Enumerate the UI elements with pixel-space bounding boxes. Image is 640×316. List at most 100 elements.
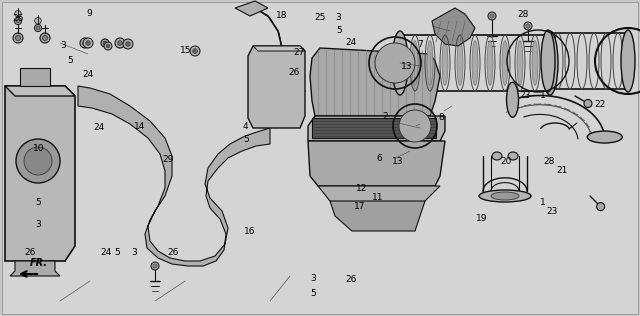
Text: 1: 1 [540, 198, 545, 207]
Polygon shape [330, 201, 425, 231]
Ellipse shape [412, 40, 418, 85]
Circle shape [488, 12, 496, 20]
Text: 23: 23 [519, 91, 531, 100]
Circle shape [524, 22, 532, 30]
Text: 13: 13 [392, 157, 404, 166]
Circle shape [125, 42, 131, 46]
Text: 24: 24 [345, 38, 356, 47]
Circle shape [106, 44, 110, 48]
Text: 27: 27 [294, 48, 305, 57]
Text: 17: 17 [354, 203, 365, 211]
Circle shape [16, 139, 60, 183]
Text: 9: 9 [87, 9, 92, 18]
Text: 11: 11 [372, 193, 383, 202]
Polygon shape [432, 8, 475, 46]
Ellipse shape [621, 30, 635, 92]
Text: 3: 3 [36, 220, 41, 229]
Text: 28: 28 [543, 157, 555, 166]
Text: 21: 21 [556, 166, 568, 175]
Text: 10: 10 [33, 144, 44, 153]
Text: 8: 8 [439, 113, 444, 122]
Text: 3: 3 [311, 274, 316, 283]
Text: 19: 19 [476, 214, 487, 222]
Text: 26: 26 [12, 15, 24, 23]
Polygon shape [10, 261, 60, 276]
Circle shape [193, 49, 197, 53]
Text: 5: 5 [68, 56, 73, 64]
Ellipse shape [506, 82, 518, 117]
Ellipse shape [442, 40, 448, 85]
Circle shape [118, 41, 122, 45]
Polygon shape [248, 46, 305, 128]
Text: 5: 5 [311, 289, 316, 298]
Text: 29: 29 [162, 155, 173, 164]
Text: 6: 6 [376, 154, 381, 163]
Ellipse shape [508, 152, 518, 160]
Text: 22: 22 [595, 100, 606, 109]
Polygon shape [312, 118, 436, 138]
Text: 25: 25 [314, 13, 326, 22]
Circle shape [104, 42, 112, 50]
Text: 24: 24 [100, 248, 111, 257]
Circle shape [15, 17, 22, 25]
Text: 5: 5 [36, 198, 41, 207]
Text: 14: 14 [134, 122, 145, 131]
Text: 15: 15 [180, 46, 191, 55]
Polygon shape [253, 46, 305, 51]
Ellipse shape [541, 30, 555, 92]
Circle shape [16, 19, 20, 23]
PathPatch shape [78, 86, 270, 266]
Polygon shape [310, 48, 440, 116]
Ellipse shape [532, 40, 538, 85]
Text: 5: 5 [244, 135, 249, 144]
Text: 26: 26 [167, 248, 179, 257]
Text: 5: 5 [115, 248, 120, 257]
Circle shape [190, 46, 200, 56]
Text: 26: 26 [289, 68, 300, 77]
Circle shape [375, 43, 415, 83]
Polygon shape [5, 86, 75, 261]
Circle shape [584, 100, 592, 107]
Text: 3: 3 [335, 13, 340, 22]
Text: 26: 26 [345, 275, 356, 284]
Circle shape [40, 33, 50, 43]
Text: FR.: FR. [30, 258, 48, 268]
Ellipse shape [492, 152, 502, 160]
Ellipse shape [427, 40, 433, 85]
Circle shape [13, 33, 23, 43]
Text: 4: 4 [243, 122, 248, 131]
Ellipse shape [457, 40, 463, 85]
Circle shape [103, 41, 107, 45]
Circle shape [35, 18, 41, 24]
Circle shape [153, 264, 157, 268]
Text: 20: 20 [500, 157, 511, 166]
Circle shape [490, 14, 494, 18]
Circle shape [15, 35, 20, 40]
Text: 26: 26 [24, 248, 36, 257]
Text: 1: 1 [540, 91, 545, 100]
Ellipse shape [487, 40, 493, 85]
Polygon shape [308, 116, 445, 141]
Text: 24: 24 [83, 70, 94, 79]
Text: 3: 3 [60, 41, 65, 50]
Polygon shape [20, 68, 50, 86]
Text: 18: 18 [276, 11, 287, 20]
Circle shape [24, 147, 52, 175]
Circle shape [151, 262, 159, 270]
Polygon shape [235, 1, 268, 16]
Ellipse shape [479, 190, 531, 202]
Text: 2: 2 [383, 112, 388, 121]
Polygon shape [308, 141, 445, 186]
Circle shape [15, 10, 21, 17]
Circle shape [35, 24, 42, 32]
Circle shape [399, 110, 431, 142]
Circle shape [42, 35, 47, 40]
Text: 3: 3 [132, 248, 137, 257]
Ellipse shape [472, 40, 478, 85]
Ellipse shape [542, 31, 558, 95]
Circle shape [83, 38, 93, 48]
Circle shape [526, 24, 530, 28]
Ellipse shape [392, 31, 408, 95]
Polygon shape [318, 186, 440, 211]
Ellipse shape [517, 40, 523, 85]
